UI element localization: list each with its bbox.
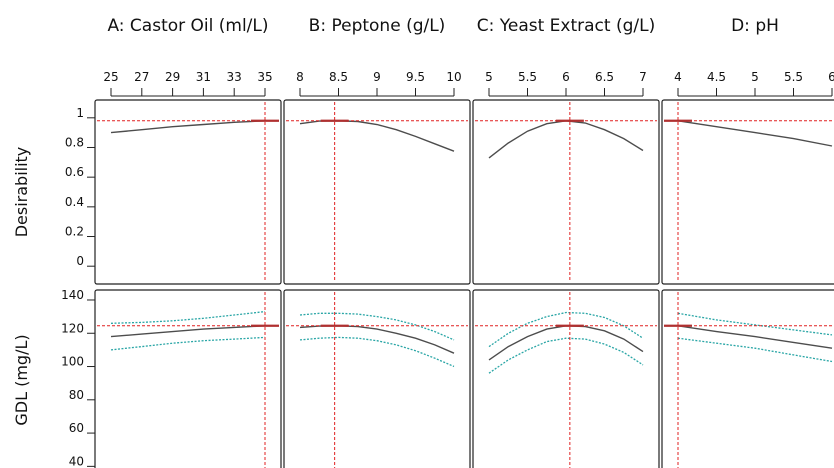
y-tick-label: 0.8 (65, 135, 84, 149)
column-title-2: C: Yeast Extract (g/L) (477, 16, 655, 36)
lower-interval-line (677, 337, 833, 363)
profile-curve (488, 120, 644, 159)
panel-frame (661, 99, 834, 285)
panel-frame (472, 99, 660, 285)
x-tick-label: 5 (485, 70, 493, 84)
y-tick-label: 60 (69, 421, 84, 435)
x-tick-label: 31 (196, 70, 211, 84)
panel-r1-c2 (472, 289, 660, 468)
panel-frame (94, 99, 282, 285)
x-tick-label: 5.5 (784, 70, 803, 84)
x-tick-label: 6.5 (595, 70, 614, 84)
profile-curve (677, 325, 833, 349)
x-tick-label: 27 (134, 70, 149, 84)
y-tick-label: 0.2 (65, 225, 84, 239)
x-tick-label: 4 (674, 70, 682, 84)
profile-curve (110, 120, 266, 134)
profile-curve (299, 120, 455, 152)
x-tick-label: 5 (751, 70, 759, 84)
column-title-0: A: Castor Oil (ml/L) (107, 16, 268, 36)
x-tick-label: 7 (639, 70, 647, 84)
profile-curve (488, 325, 644, 361)
x-tick-label: 33 (227, 70, 242, 84)
y-tick-label: 0.6 (65, 165, 84, 179)
row-labels: Desirability GDL (mg/L) (12, 147, 31, 426)
x-tick-label: 6 (562, 70, 570, 84)
y-tick-label: 1 (76, 106, 84, 120)
x-tick-label: 5.5 (518, 70, 537, 84)
y-tick-label: 80 (69, 388, 84, 402)
upper-interval-line (299, 312, 455, 341)
x-tick-label: 8.5 (329, 70, 348, 84)
x-tick-label: 4.5 (707, 70, 726, 84)
y-tick-label: 0.4 (65, 195, 84, 209)
y-tick-label: 100 (61, 355, 84, 369)
x-tick-label: 9.5 (406, 70, 425, 84)
panel-frame (283, 99, 471, 285)
lower-interval-line (110, 336, 266, 351)
panel-r0-c3 (661, 99, 834, 285)
row-label-1: GDL (mg/L) (12, 334, 31, 425)
panel-frame (661, 289, 834, 468)
y-tick-label: 40 (69, 454, 84, 468)
column-title-1: B: Peptone (g/L) (309, 16, 446, 36)
y-tick-label: 140 (61, 288, 84, 302)
profile-curve (299, 325, 455, 354)
lower-interval-line (488, 337, 644, 374)
column-titles: A: Castor Oil (ml/L) B: Peptone (g/L) C: Y… (107, 16, 778, 36)
panel-r1-c3 (661, 289, 834, 468)
column-title-3: D: pH (731, 16, 779, 36)
profile-panels (94, 99, 834, 468)
x-tick-label: 25 (103, 70, 118, 84)
row-label-0: Desirability (12, 147, 31, 238)
profile-curve (110, 325, 266, 338)
x-tick-label: 6 (828, 70, 834, 84)
panel-frame (94, 289, 282, 468)
top-x-axes: 25 27 29 31 33 35 8 8.5 9 9.5 10 5 5.5 6 6.5 7 4 4.5 5 5.5 6 (103, 70, 834, 97)
x-tick-label: 8 (296, 70, 304, 84)
panel-r1-c0 (94, 289, 282, 468)
y-tick-label: 0 (76, 254, 84, 268)
lower-interval-line (299, 336, 455, 368)
x-tick-label: 10 (446, 70, 461, 84)
upper-interval-line (110, 310, 266, 324)
panel-r0-c1 (283, 99, 471, 285)
upper-interval-line (677, 312, 833, 336)
x-tick-label: 29 (165, 70, 180, 84)
panel-r0-c0 (94, 99, 282, 285)
profile-curve (677, 120, 833, 147)
panel-r0-c2 (472, 99, 660, 285)
x-tick-label: 35 (257, 70, 272, 84)
panel-r1-c1 (283, 289, 471, 468)
y-tick-label: 120 (61, 321, 84, 335)
panel-frame (283, 289, 471, 468)
panel-frame (472, 289, 660, 468)
x-tick-label: 9 (373, 70, 381, 84)
upper-interval-line (488, 311, 644, 348)
